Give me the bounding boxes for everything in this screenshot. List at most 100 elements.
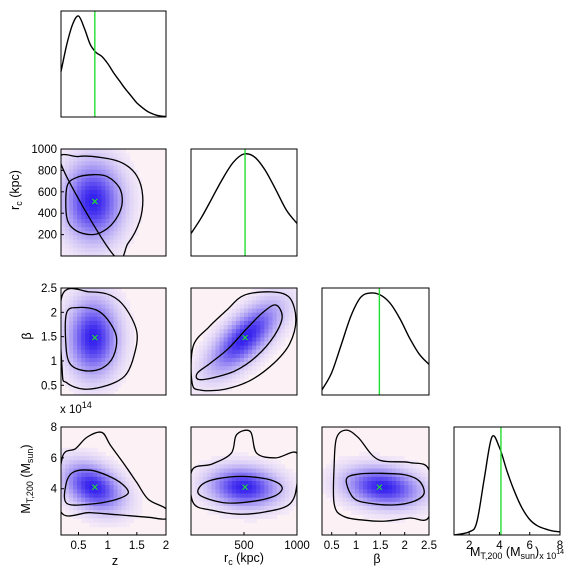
x-tick-label: 1.5 [372,540,388,552]
density-cell [424,489,429,495]
density-cell [359,476,364,482]
density-cell [133,505,139,511]
density-cell [125,157,131,162]
density-cell [133,177,139,183]
density-cell [396,514,401,519]
density-cell [235,341,241,347]
density-cell [276,292,282,297]
density-cell [105,165,111,171]
density-cell [125,472,131,478]
y-tick-label: 4 [51,484,58,496]
y-tick-label: 1 [51,356,57,368]
density-cell [264,481,270,486]
density-cell [113,177,119,183]
density-cell [239,481,245,486]
density-cell [260,341,265,347]
density-cell [235,468,241,474]
density-cell [125,481,131,486]
density-cell [125,210,131,216]
density-cell [117,288,123,293]
density-cell [396,468,401,474]
density-cell [81,518,86,524]
density-cell [117,296,123,301]
density-cell [93,165,98,171]
density-cell [359,472,364,478]
density-cell [203,464,208,470]
density-cell [73,308,78,314]
density-cell [97,251,102,256]
density-cell [235,308,241,314]
density-cell [137,206,143,212]
density-cell [219,378,225,384]
density-cell [375,472,381,478]
density-cell [231,316,237,322]
density-cell [350,476,356,482]
density-cell [113,227,119,232]
density-cell [334,460,340,465]
density-cell [89,357,94,363]
density-cell [342,501,348,507]
density-cell [256,296,261,301]
density-cell [105,173,111,179]
density-cell [387,497,393,503]
density-cell [69,231,74,237]
density-cell [89,153,94,158]
density-cell [375,510,381,515]
density-cell [260,362,265,367]
density-cell [219,370,225,376]
density-cell [81,181,86,187]
density-cell [105,386,111,392]
density-cell [129,239,135,245]
density-cell [105,460,111,465]
density-cell [77,177,82,183]
density-cell [227,325,233,330]
density-cell [125,341,131,347]
density-cell [109,345,115,351]
density-cell [260,333,265,338]
density-cell [195,366,200,371]
density-cell [272,320,278,326]
density-cell [117,169,123,175]
density-cell [73,157,78,162]
x-tick-label: 2 [163,540,169,552]
density-cell [97,374,102,380]
density-cell [268,472,274,478]
density-cell [231,353,237,359]
density-cell [227,349,233,355]
density-cell [400,514,405,519]
density-cell [284,468,290,474]
density-cell [239,451,245,457]
x-tick-label: 0.5 [324,540,340,552]
density-cell [65,485,70,490]
density-cell [113,489,119,495]
density-cell [264,353,270,359]
density-cell [113,362,119,367]
density-cell [284,329,290,334]
density-cell [61,325,66,330]
density-cell [244,320,249,326]
density-cell [276,288,282,293]
density-cell [268,464,274,470]
density-cell [129,514,135,519]
density-cell [375,451,381,457]
density-cell [256,316,261,322]
density-cell [109,149,115,154]
density-cell [137,177,143,183]
density-cell [77,165,82,171]
density-cell [129,345,135,351]
density-cell [129,177,135,183]
density-cell [101,493,107,499]
density-cell [280,489,286,495]
density-cell [97,173,102,179]
density-cell [367,497,372,503]
density-cell [292,489,297,495]
y-label-r-c: rc (kpc) [8,170,24,210]
density-cell [97,345,102,351]
density-cell [391,460,397,465]
density-cell [69,320,74,326]
density-cell [350,497,356,503]
density-cell [404,493,410,499]
density-cell [69,206,74,212]
density-cell [61,231,66,237]
density-cell [223,464,229,470]
